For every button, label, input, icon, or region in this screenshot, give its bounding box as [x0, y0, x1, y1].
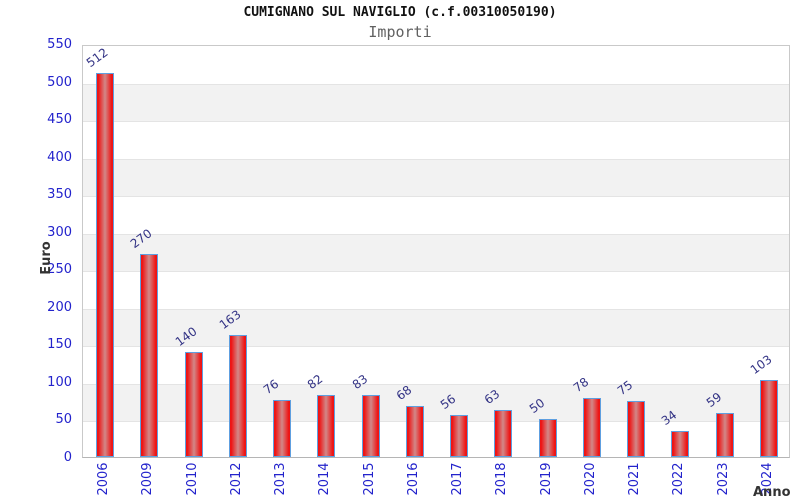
bar — [759, 379, 778, 457]
y-tick-label: 450 — [47, 112, 72, 128]
bar — [450, 414, 469, 457]
x-axis-title: Anno — [753, 485, 791, 500]
grid-band — [83, 346, 789, 384]
chart-title: CUMIGNANO SUL NAVIGLIO (c.f.00310050190) — [243, 5, 557, 20]
x-tick-label: 2010 — [184, 462, 200, 496]
bar — [140, 254, 159, 457]
bar — [273, 399, 292, 457]
grid-band — [83, 158, 789, 197]
y-tick-label: 50 — [55, 412, 72, 428]
grid-band — [83, 421, 789, 459]
bar — [184, 351, 203, 457]
x-tick-label: 2020 — [582, 462, 598, 496]
y-tick-label: 150 — [47, 337, 72, 353]
y-tick-label: 400 — [47, 149, 72, 165]
bar — [671, 431, 690, 457]
bar — [228, 334, 247, 457]
x-tick-label: 2021 — [627, 462, 643, 496]
bar — [538, 419, 557, 457]
y-tick-label: 500 — [47, 74, 72, 90]
x-tick-label: 2017 — [450, 462, 466, 496]
y-tick-label: 250 — [47, 262, 72, 278]
x-tick-label: 2019 — [538, 462, 554, 496]
x-tick-label: 2014 — [317, 462, 333, 496]
bar — [317, 395, 336, 457]
grid-band — [83, 308, 789, 347]
x-tick-label: 2006 — [96, 462, 112, 496]
x-tick-label: 2015 — [361, 462, 377, 496]
bar — [715, 412, 734, 457]
bar — [582, 398, 601, 457]
bar — [627, 400, 646, 457]
y-tick-label: 200 — [47, 299, 72, 315]
bar — [494, 409, 513, 457]
x-tick-label: 2022 — [671, 462, 687, 496]
bar — [405, 405, 424, 457]
grid-band — [83, 46, 789, 84]
x-tick-label: 2012 — [228, 462, 244, 496]
y-tick-label: 300 — [47, 224, 72, 240]
bar — [96, 72, 115, 457]
x-tick-label: 2009 — [140, 462, 156, 496]
y-tick-label: 100 — [47, 374, 72, 390]
y-tick-label: 350 — [47, 187, 72, 203]
plot-area: 512 270 140 163 76 82 83 68 56 63 50 78 75 34 59 103 — [82, 45, 790, 458]
grid-band — [83, 121, 789, 159]
y-tick-label: 0 — [63, 450, 72, 465]
x-tick-label: 2018 — [494, 462, 510, 496]
x-tick-label: 2016 — [405, 462, 421, 496]
bar — [361, 394, 380, 457]
x-tick-label: 2023 — [715, 462, 731, 496]
grid-band — [83, 233, 789, 272]
y-tick-label: 550 — [47, 37, 72, 52]
chart-subtitle: Importi — [368, 23, 432, 41]
grid-band — [83, 83, 789, 122]
y-axis-title: Euro — [39, 241, 54, 275]
grid-band — [83, 196, 789, 234]
x-tick-label: 2013 — [273, 462, 289, 496]
grid-band — [83, 271, 789, 309]
